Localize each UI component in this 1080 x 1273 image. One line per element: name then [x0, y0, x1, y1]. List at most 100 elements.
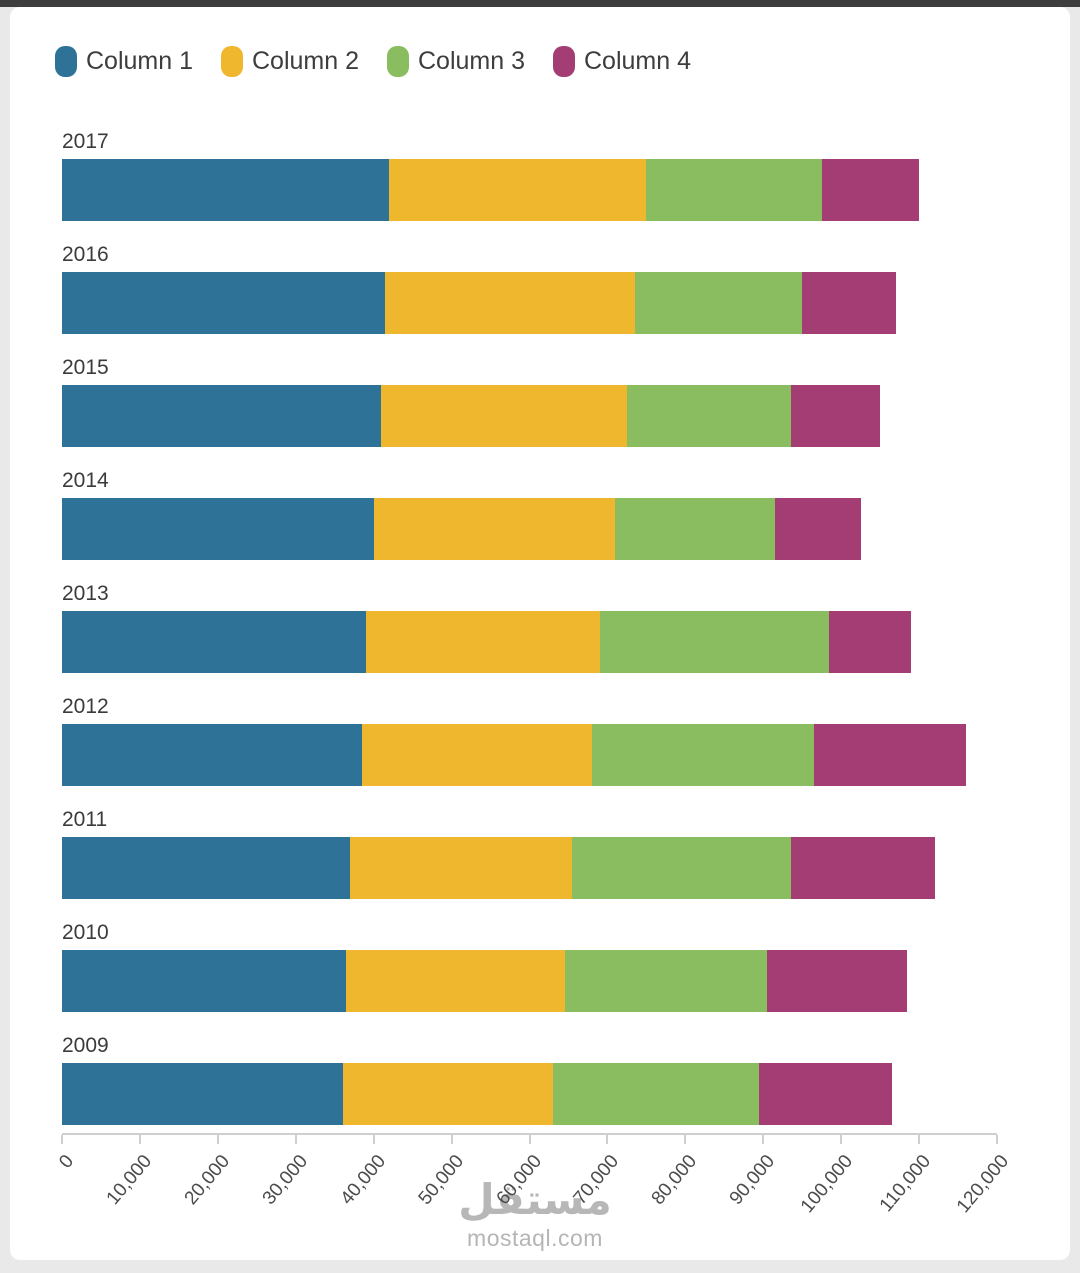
bar-segment-column-3[interactable]	[564, 950, 768, 1012]
axis-tick	[684, 1135, 687, 1144]
axis-tick-label: 90,000	[725, 1151, 780, 1210]
legend-swatch-icon	[553, 45, 575, 77]
axis-tick-label: 70,000	[570, 1151, 624, 1210]
bar-segment-column-4[interactable]	[759, 1063, 892, 1125]
bar-row-2013: 2013	[62, 581, 997, 673]
bar-segment-column-3[interactable]	[599, 611, 830, 673]
chart-card: Column 1 Column 2 Column 3 Column 4 2017 201…	[10, 7, 1070, 1260]
stacked-bar	[62, 498, 997, 560]
legend-item-2[interactable]: Column 2	[221, 45, 359, 77]
axis-tick	[762, 1135, 765, 1144]
year-label: 2015	[62, 356, 109, 379]
bar-segment-column-4[interactable]	[790, 385, 881, 447]
bar-row-2014: 2014	[62, 468, 997, 560]
bar-row-2012: 2012	[62, 694, 997, 786]
bar-segment-column-2[interactable]	[342, 1063, 553, 1125]
legend-swatch-icon	[55, 45, 77, 77]
axis-tick	[450, 1135, 453, 1144]
bar-segment-column-4[interactable]	[813, 724, 966, 786]
axis-tick-label: 10,000	[102, 1151, 156, 1210]
bar-segment-column-2[interactable]	[361, 724, 592, 786]
bar-row-2010: 2010	[62, 920, 997, 1012]
axis-tick	[840, 1135, 843, 1144]
stacked-bar	[62, 272, 997, 334]
stacked-bar	[62, 159, 997, 221]
legend-item-1[interactable]: Column 1	[55, 45, 193, 77]
stacked-bar	[62, 837, 997, 899]
axis-tick-label: 20,000	[180, 1151, 234, 1210]
axis-tick-label: 60,000	[492, 1151, 546, 1210]
bar-segment-column-2[interactable]	[389, 159, 647, 221]
bar-segment-column-4[interactable]	[829, 611, 912, 673]
bar-segment-column-1[interactable]	[62, 724, 362, 786]
bar-segment-column-1[interactable]	[62, 272, 386, 334]
axis-tick-label: 80,000	[647, 1151, 702, 1210]
bar-segment-column-3[interactable]	[634, 272, 803, 334]
bar-segment-column-2[interactable]	[373, 498, 616, 560]
bar-segment-column-4[interactable]	[802, 272, 896, 334]
axis-tick-label: 100,000	[797, 1151, 858, 1218]
bar-segment-column-1[interactable]	[62, 385, 382, 447]
legend-item-3[interactable]: Column 3	[387, 45, 525, 77]
bar-segment-column-3[interactable]	[615, 498, 775, 560]
bar-segment-column-3[interactable]	[626, 385, 791, 447]
chart-area: 2017 2016 2015 2014 2013 2012 2011 2010 2009 مست…	[55, 129, 1013, 1260]
bar-segment-column-3[interactable]	[591, 724, 814, 786]
bar-segment-column-1[interactable]	[62, 837, 351, 899]
axis-tick-label: 30,000	[258, 1151, 312, 1210]
axis-tick	[996, 1135, 998, 1144]
bar-segment-column-1[interactable]	[62, 1063, 343, 1125]
bar-segment-column-2[interactable]	[346, 950, 565, 1012]
year-label: 2014	[62, 469, 109, 492]
year-label: 2017	[62, 130, 109, 153]
bar-row-2015: 2015	[62, 355, 997, 447]
bar-segment-column-2[interactable]	[381, 385, 627, 447]
legend-label: Column 4	[584, 46, 691, 75]
legend: Column 1 Column 2 Column 3 Column 4	[55, 43, 1070, 79]
axis-tick-label: 110,000	[875, 1151, 936, 1217]
legend-label: Column 1	[86, 46, 193, 75]
bar-segment-column-3[interactable]	[646, 159, 822, 221]
legend-label: Column 2	[252, 46, 359, 75]
legend-item-4[interactable]: Column 4	[553, 45, 691, 77]
bar-segment-column-3[interactable]	[552, 1063, 760, 1125]
axis-tick-label: 50,000	[414, 1151, 468, 1210]
year-label: 2016	[62, 243, 109, 266]
stacked-bar	[62, 611, 997, 673]
x-axis: مستقل mostaql.com 0 10,000 20,000 30,000 40,…	[55, 1133, 1013, 1260]
bar-segment-column-1[interactable]	[62, 498, 374, 560]
bar-segment-column-2[interactable]	[365, 611, 600, 673]
year-label: 2011	[62, 808, 108, 831]
year-label: 2012	[62, 695, 109, 718]
stacked-bar	[62, 385, 997, 447]
axis-tick	[918, 1135, 921, 1144]
bar-segment-column-3[interactable]	[572, 837, 791, 899]
legend-label: Column 3	[418, 46, 525, 75]
stacked-bar	[62, 1063, 997, 1125]
year-label: 2013	[62, 582, 109, 605]
axis-tick	[528, 1135, 531, 1144]
bar-row-2017: 2017	[62, 129, 997, 221]
bar-row-2009: 2009	[62, 1033, 997, 1125]
bar-segment-column-2[interactable]	[350, 837, 573, 899]
bar-segment-column-1[interactable]	[62, 159, 390, 221]
legend-swatch-icon	[387, 45, 409, 77]
axis-tick	[294, 1135, 297, 1144]
year-label: 2009	[62, 1034, 109, 1057]
axis-tick	[606, 1135, 609, 1144]
bar-segment-column-2[interactable]	[385, 272, 635, 334]
axis-tick	[216, 1135, 219, 1144]
top-edge-strip	[0, 0, 1080, 7]
stacked-bar	[62, 724, 997, 786]
bar-segment-column-4[interactable]	[767, 950, 908, 1012]
legend-swatch-icon	[221, 45, 243, 77]
bar-segment-column-1[interactable]	[62, 611, 366, 673]
watermark-latin-text: mostaql.com	[467, 1225, 603, 1251]
axis-tick-label: 120,000	[952, 1151, 1014, 1218]
bar-segment-column-1[interactable]	[62, 950, 347, 1012]
bar-row-2011: 2011	[62, 807, 997, 899]
bar-segment-column-4[interactable]	[774, 498, 861, 560]
bar-segment-column-4[interactable]	[790, 837, 935, 899]
axis-tick-label: 40,000	[336, 1151, 390, 1210]
bar-segment-column-4[interactable]	[821, 159, 920, 221]
